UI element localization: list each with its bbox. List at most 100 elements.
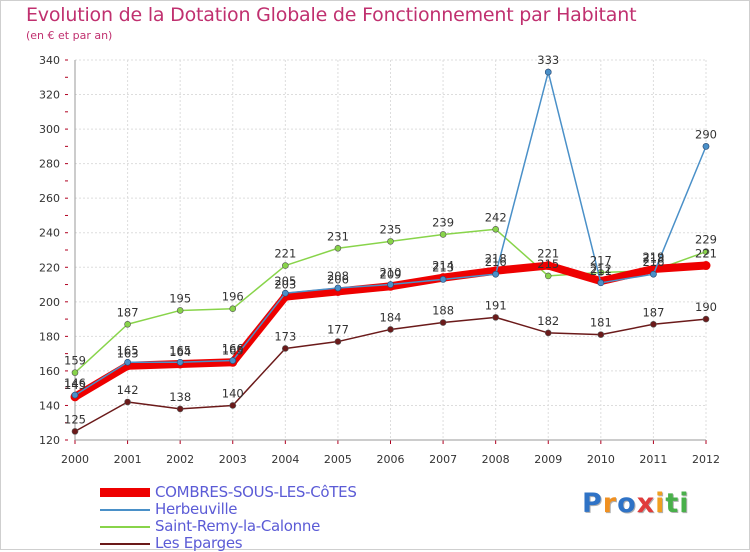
data-labels: 125 142 138 140 173 177 184 188 191 182 181 187 190 1… xyxy=(64,53,717,426)
data-label: 212 xyxy=(590,262,612,276)
data-point-overlay xyxy=(282,289,289,297)
legend-swatch-saint-remy xyxy=(100,526,150,528)
x-tick-label: 2000 xyxy=(61,453,89,466)
data-point xyxy=(229,402,237,409)
y-tick-label: 240 xyxy=(39,227,60,240)
data-label: 184 xyxy=(380,310,402,324)
data-point xyxy=(282,262,289,269)
y-tick-label: 220 xyxy=(39,261,60,274)
data-point xyxy=(492,314,499,321)
data-label: 209 xyxy=(380,267,402,281)
data-label: 213 xyxy=(432,260,454,274)
data-label: 191 xyxy=(485,298,507,312)
data-point xyxy=(650,320,657,328)
data-label: 196 xyxy=(222,290,244,304)
x-tick-label: 2009 xyxy=(534,453,562,466)
data-point-overlay xyxy=(650,270,657,278)
axes: 120 140 160 180 200 220 240 260 280 300 320 340 2000… xyxy=(39,54,720,466)
data-label: 138 xyxy=(169,390,191,404)
data-label: 181 xyxy=(590,316,612,330)
data-label: 195 xyxy=(169,291,191,305)
data-label: 242 xyxy=(485,210,507,224)
data-label: 235 xyxy=(380,222,402,236)
data-point-overlay xyxy=(439,276,447,283)
data-label: 231 xyxy=(327,229,349,243)
data-point-overlay xyxy=(544,68,552,76)
data-point xyxy=(543,261,553,271)
data-label: 145 xyxy=(64,378,86,392)
data-label: 216 xyxy=(485,255,507,269)
proxiti-logo: Proxiti xyxy=(582,488,690,519)
data-label: 177 xyxy=(327,323,349,337)
chart-title: Evolution de la Dotation Globale de Fonc… xyxy=(26,4,637,26)
data-label: 239 xyxy=(432,215,454,229)
x-tick-label: 2004 xyxy=(271,453,299,466)
legend-label: COMBRES-SOUS-LES-CôTES xyxy=(155,483,357,501)
data-label: 188 xyxy=(432,304,454,318)
data-label: 165 xyxy=(169,343,191,357)
data-label: 173 xyxy=(274,329,296,343)
x-tick-label: 2005 xyxy=(324,453,352,466)
data-label: 182 xyxy=(537,314,559,328)
x-tick-label: 2008 xyxy=(482,453,510,466)
legend-swatch-combres xyxy=(100,488,150,497)
data-label: 221 xyxy=(537,247,559,261)
data-point xyxy=(124,398,131,406)
data-label: 140 xyxy=(222,386,244,400)
data-label: 159 xyxy=(64,354,86,368)
data-point xyxy=(334,244,342,252)
data-point xyxy=(597,331,605,338)
y-tick-label: 140 xyxy=(39,399,60,412)
x-tick-label: 2010 xyxy=(587,453,615,466)
data-label: 142 xyxy=(117,383,139,397)
data-point xyxy=(439,319,447,326)
data-label: 187 xyxy=(642,305,664,319)
data-label: 163 xyxy=(117,347,139,361)
data-label: 205 xyxy=(274,274,296,288)
data-point-overlay xyxy=(597,279,605,287)
data-label: 217 xyxy=(590,253,612,267)
data-point xyxy=(387,326,394,333)
data-point xyxy=(492,225,499,233)
data-label: 221 xyxy=(695,247,717,261)
data-point xyxy=(176,405,184,413)
data-point xyxy=(702,248,710,256)
data-point xyxy=(71,428,79,435)
legend-label: Herbeuville xyxy=(155,500,238,518)
data-label: 221 xyxy=(274,247,296,261)
data-label: 333 xyxy=(537,53,559,67)
logo-letter: t xyxy=(665,488,680,519)
y-tick-label: 120 xyxy=(39,434,60,447)
y-tick-label: 300 xyxy=(39,123,60,136)
data-point xyxy=(176,307,184,314)
data-label: 208 xyxy=(327,269,349,283)
y-tick-label: 200 xyxy=(39,296,60,309)
y-tick-label: 260 xyxy=(39,192,60,205)
x-tick-label: 2001 xyxy=(114,453,142,466)
data-point xyxy=(544,329,552,337)
data-label: 210 xyxy=(380,266,402,280)
data-label: 125 xyxy=(64,412,86,426)
logo-letter: x xyxy=(636,488,656,519)
data-label: 290 xyxy=(695,127,717,141)
data-label: 146 xyxy=(64,376,86,390)
data-label: 214 xyxy=(432,259,454,273)
logo-letter: o xyxy=(617,488,637,519)
chart-subtitle: (en € et par an) xyxy=(26,29,113,42)
data-point xyxy=(124,320,131,328)
data-point-overlay xyxy=(492,270,499,278)
data-point xyxy=(282,345,289,352)
data-point-overlay xyxy=(71,391,79,399)
data-label: 164 xyxy=(169,345,191,359)
logo-letter: r xyxy=(602,488,618,519)
data-point-overlay xyxy=(387,281,394,288)
data-point xyxy=(544,272,552,280)
logo-letter: i xyxy=(679,488,690,519)
data-label: 203 xyxy=(274,278,296,292)
data-point xyxy=(387,238,394,245)
data-point-overlay xyxy=(229,357,237,364)
y-tick-label: 160 xyxy=(39,365,60,378)
x-tick-label: 2012 xyxy=(692,453,720,466)
data-label: 165 xyxy=(117,343,139,357)
